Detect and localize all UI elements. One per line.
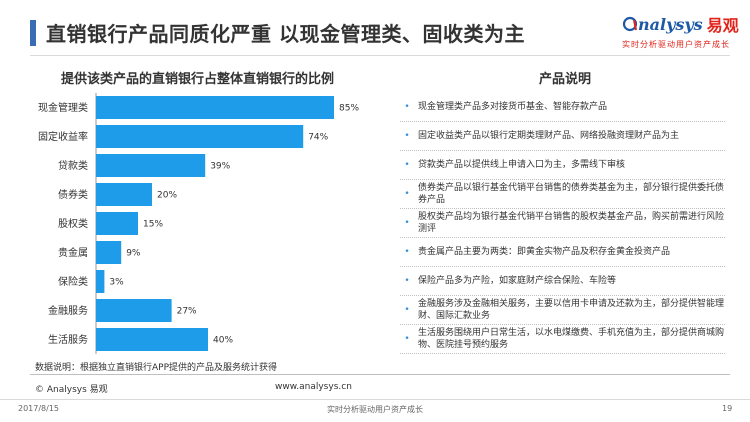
description-item: • 贵金属产品主要为两类：即黄金实物产品及积存金黄金投资产品	[400, 238, 725, 267]
category-label: 股权类	[58, 217, 88, 230]
description-item: • 股权类产品均为银行基金代销平台销售的股权类基金产品，购买前需进行风险测评	[400, 209, 725, 238]
page-title: 直销银行产品同质化严重 以现金管理类、固收类为主	[46, 22, 525, 46]
footer-slogan: 实时分析驱动用户资产成长	[327, 405, 423, 414]
bottom-divider	[0, 399, 750, 400]
bullet-icon: •	[404, 334, 410, 344]
logo-a-icon	[622, 16, 638, 32]
description-text: 债券类产品以银行基金代销平台销售的债券类基金为主，部分银行提供委托债券产品	[418, 183, 725, 205]
value-label: 39%	[210, 162, 230, 172]
logo-cn: 易观	[706, 16, 739, 35]
bar	[96, 299, 172, 322]
data-note: 数据说明：根据独立直销银行APP提供的产品及服务统计获得	[35, 363, 278, 373]
category-label: 贵金属	[58, 246, 88, 259]
description-item: • 现金管理类产品多对接货币基金、智能存款产品	[400, 93, 725, 122]
description-item: • 生活服务围绕用户日常生活，以水电煤缴费、手机充值为主，部分提供商城购物、医院挂…	[400, 325, 725, 354]
description-title: 产品说明	[538, 72, 591, 87]
bullet-icon: •	[404, 102, 410, 112]
description-text: 现金管理类产品多对接货币基金、智能存款产品	[418, 102, 608, 112]
page-number: 19	[722, 404, 733, 413]
category-label: 债券类	[58, 188, 88, 201]
description-text: 股权类产品均为银行基金代销平台销售的股权类基金产品，购买前需进行风险测评	[418, 212, 725, 234]
header-divider	[30, 55, 730, 56]
bar-chart: 现金管理类 85% 固定收益率 74% 贷款类 39% 债券类 20% 股权类 15% 贵金属 9% 保…	[38, 93, 359, 354]
description-text: 金融服务涉及金融相关服务，主要以信用卡申请及还款为主，部分提供智能理财、国际汇款…	[418, 299, 725, 321]
bullet-icon: •	[404, 305, 410, 315]
value-label: 85%	[339, 104, 359, 114]
description-item: • 保险产品多为产险，如家庭财产综合保险、车险等	[400, 267, 725, 296]
description-text: 贵金属产品主要为两类：即黄金实物产品及积存金黄金投资产品	[418, 247, 671, 257]
footer-date: 2017/8/15	[18, 404, 60, 413]
bar	[96, 154, 206, 177]
description-text: 贷款类产品以提供线上申请入口为主，多需线下审核	[418, 160, 626, 170]
bullet-icon: •	[404, 160, 410, 170]
description-text: 生活服务围绕用户日常生活，以水电煤缴费、手机充值为主，部分提供商城购物、医院挂号…	[418, 328, 725, 350]
value-label: 27%	[177, 307, 197, 317]
logo-slogan: 实时分析驱动用户资产成长	[622, 40, 730, 49]
title-bar: 直销银行产品同质化严重 以现金管理类、固收类为主	[30, 18, 525, 47]
category-label: 贷款类	[58, 159, 88, 172]
title-accent	[30, 19, 36, 46]
bullet-icon: •	[404, 218, 410, 228]
analysys-logo: nalysys 易观 实时分析驱动用户资产成长	[622, 12, 742, 52]
bar	[96, 183, 152, 206]
category-label: 现金管理类	[38, 101, 88, 114]
bullet-icon: •	[404, 189, 410, 199]
description-text: 固定收益类产品以银行定期类理财产品、网络投融资理财产品为主	[418, 131, 680, 141]
category-label: 金融服务	[48, 304, 88, 317]
logo-text: nalysys	[638, 14, 703, 34]
bar	[96, 328, 208, 351]
category-label: 固定收益率	[38, 130, 88, 143]
bar	[96, 96, 334, 119]
value-label: 9%	[126, 249, 141, 259]
bar	[96, 212, 138, 235]
bullet-icon: •	[404, 247, 410, 257]
value-label: 3%	[109, 278, 124, 288]
value-label: 74%	[308, 133, 328, 143]
description-item: • 贷款类产品以提供线上申请入口为主，多需线下审核	[400, 151, 725, 180]
description-item: • 固定收益类产品以银行定期类理财产品、网络投融资理财产品为主	[400, 122, 725, 151]
copyright: © Analysys 易观	[35, 385, 108, 395]
bar	[96, 125, 304, 148]
bullet-icon: •	[404, 276, 410, 286]
logo-main: nalysys 易观	[622, 12, 742, 36]
website-link[interactable]: www.analysys.cn	[275, 382, 352, 392]
description-item: • 债券类产品以银行基金代销平台销售的债券类基金为主，部分银行提供委托债券产品	[400, 180, 725, 209]
footer-divider	[30, 374, 730, 375]
value-label: 20%	[157, 191, 177, 201]
description-text: 保险产品多为产险，如家庭财产综合保险、车险等	[418, 276, 617, 286]
category-label: 保险类	[58, 275, 88, 288]
bar	[96, 241, 122, 264]
description-item: • 金融服务涉及金融相关服务，主要以信用卡申请及还款为主，部分提供智能理财、国际汇…	[400, 296, 725, 325]
category-label: 生活服务	[48, 333, 88, 346]
chart-title: 提供该类产品的直销银行占整体直销银行的比例	[60, 72, 334, 87]
value-label: 40%	[213, 336, 233, 346]
bullet-icon: •	[404, 131, 410, 141]
value-label: 15%	[143, 220, 163, 230]
bar	[96, 270, 105, 293]
